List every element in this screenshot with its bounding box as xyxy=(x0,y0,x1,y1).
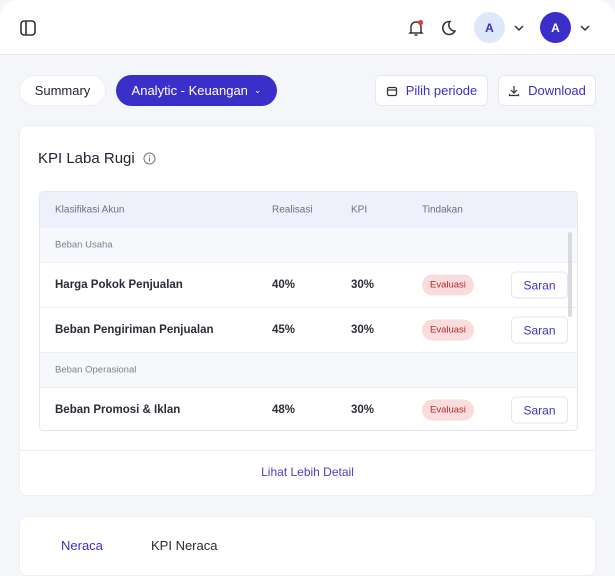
download-button[interactable]: Download xyxy=(498,75,596,106)
column-header: Realisasi xyxy=(272,204,313,216)
chevron-down-icon[interactable] xyxy=(512,21,526,35)
table-header: Klasifikasi Akun Realisasi KPI Tindakan xyxy=(40,192,577,228)
calendar-icon xyxy=(386,86,397,96)
group-label: Beban Operasional xyxy=(55,364,137,376)
column-header: Klasifikasi Akun xyxy=(55,204,125,216)
account-name: Beban Pengiriman Penjualan xyxy=(55,324,214,336)
tab-kpi-neraca[interactable]: KPI Neraca xyxy=(151,538,218,553)
top-header: A A xyxy=(0,0,615,55)
scrollbar[interactable] xyxy=(568,232,572,317)
user-avatar[interactable]: A xyxy=(540,12,571,43)
group-row: Beban Usaha xyxy=(40,228,577,263)
table-row: Beban Promosi & Iklan 48% 30% Evaluasi S… xyxy=(40,388,577,430)
realisasi-value: 40% xyxy=(272,279,296,291)
info-icon[interactable] xyxy=(143,152,156,165)
account-name: Beban Promosi & Iklan xyxy=(55,404,181,416)
pilih-periode-label: Pilih periode xyxy=(405,83,478,98)
realisasi-value: 48% xyxy=(272,404,296,416)
kpi-table: Klasifikasi Akun Realisasi KPI Tindakan … xyxy=(39,191,578,431)
chevron-down-icon: ⌄ xyxy=(253,85,262,95)
kpi-value: 30% xyxy=(351,279,375,291)
saran-button[interactable]: Saran xyxy=(511,271,568,299)
pilih-periode-button[interactable]: Pilih periode xyxy=(375,75,488,106)
saran-button[interactable]: Saran xyxy=(511,316,568,344)
neraca-card: Neraca KPI Neraca xyxy=(19,516,596,576)
card-title: KPI Laba Rugi xyxy=(38,150,135,167)
avatar[interactable]: A xyxy=(474,12,505,43)
status-badge: Evaluasi xyxy=(422,319,474,341)
kpi-laba-rugi-card: KPI Laba Rugi Klasifikasi Akun Realisasi… xyxy=(19,125,596,496)
status-badge: Evaluasi xyxy=(422,274,474,296)
column-header: Tindakan xyxy=(422,204,463,216)
status-badge: Evaluasi xyxy=(422,399,474,421)
table-row: Beban Pengiriman Penjualan 45% 30% Evalu… xyxy=(40,308,577,353)
saran-button[interactable]: Saran xyxy=(511,396,568,424)
summary-button[interactable]: Summary xyxy=(19,75,106,106)
bell-icon[interactable] xyxy=(406,18,426,38)
download-label: Download xyxy=(528,83,586,98)
analytic-dropdown[interactable]: Analytic - Keuangan ⌄ xyxy=(116,75,277,106)
column-header: KPI xyxy=(351,204,368,216)
download-icon xyxy=(508,85,520,96)
kpi-value: 30% xyxy=(351,404,375,416)
sidebar-toggle-icon[interactable] xyxy=(18,18,38,38)
account-name: Harga Pokok Penjualan xyxy=(55,279,183,291)
group-row: Beban Operasional xyxy=(40,353,577,388)
analytic-label: Analytic - Keuangan xyxy=(131,83,248,98)
table-row: Harga Pokok Penjualan 40% 30% Evaluasi S… xyxy=(40,263,577,308)
tab-neraca[interactable]: Neraca xyxy=(61,538,103,553)
lihat-detail-link[interactable]: Lihat Lebih Detail xyxy=(261,465,354,479)
realisasi-value: 45% xyxy=(272,324,296,336)
divider xyxy=(20,450,595,451)
moon-icon[interactable] xyxy=(438,18,458,38)
kpi-value: 30% xyxy=(351,324,375,336)
chevron-down-icon[interactable] xyxy=(578,21,592,35)
group-label: Beban Usaha xyxy=(55,239,113,251)
